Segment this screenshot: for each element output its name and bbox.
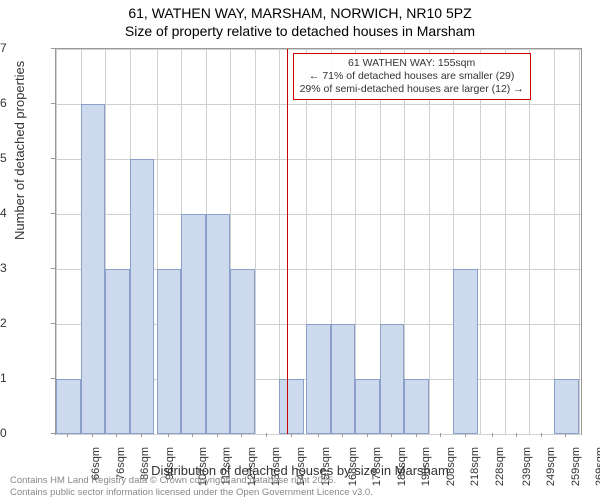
x-tick-mark [440,433,441,437]
histogram-bar [81,104,106,434]
x-tick-mark [217,433,218,437]
x-tick-mark [318,433,319,437]
histogram-bar [355,379,380,434]
y-tick-label: 5 [0,151,49,165]
histogram-bar [554,379,579,434]
x-tick-mark [241,433,242,437]
grid-line-h [56,49,581,50]
histogram-bar [130,159,155,434]
x-tick-mark [141,433,142,437]
footer-credit: Contains HM Land Registry data © Crown c… [10,475,373,498]
grid-line-v [404,49,405,434]
x-tick-mark [565,433,566,437]
histogram-bar [105,269,130,434]
histogram-bar [306,324,331,434]
grid-line-v [579,49,580,434]
grid-line-v [355,49,356,434]
x-tick-mark [67,433,68,437]
histogram-bar [56,379,81,434]
histogram-bar [331,324,356,434]
chart-title: 61, WATHEN WAY, MARSHAM, NORWICH, NR10 5… [0,0,600,40]
x-tick-mark [291,433,292,437]
footer-line-2: Contains public sector information licen… [10,487,373,498]
y-tick-label: 7 [0,41,49,55]
grid-line-h [56,104,581,105]
histogram-bar [279,379,304,434]
histogram-bar [181,214,206,434]
footer-line-1: Contains HM Land Registry data © Crown c… [10,475,336,486]
y-tick-label: 3 [0,261,49,275]
annotation-line: ← 71% of detached houses are smaller (29… [300,70,524,83]
y-tick-label: 1 [0,371,49,385]
histogram-bar [453,269,478,434]
x-tick-mark [391,433,392,437]
chart-container: 61, WATHEN WAY, MARSHAM, NORWICH, NR10 5… [0,0,600,500]
x-tick-mark [492,433,493,437]
x-tick-mark [342,433,343,437]
annotation-line: 29% of semi-detached houses are larger (… [300,83,524,96]
histogram-bar [157,269,182,434]
y-tick-label: 2 [0,316,49,330]
y-tick-label: 0 [0,426,49,440]
title-line-2: Size of property relative to detached ho… [125,23,475,39]
grid-line-h [56,434,581,435]
x-tick-mark [465,433,466,437]
grid-line-v [480,49,481,434]
grid-line-v [529,49,530,434]
x-tick-mark [92,433,93,437]
grid-line-v [279,49,280,434]
marker-line [287,49,288,434]
x-tick-mark [168,433,169,437]
x-tick-mark [367,433,368,437]
plot-area: 61 WATHEN WAY: 155sqm← 71% of detached h… [55,48,582,435]
x-tick-mark [266,433,267,437]
x-tick-mark [516,433,517,437]
x-tick-mark [192,433,193,437]
y-tick-label: 4 [0,206,49,220]
histogram-bar [380,324,405,434]
grid-line-v [429,49,430,434]
annotation-box: 61 WATHEN WAY: 155sqm← 71% of detached h… [293,53,531,100]
grid-line-v [56,49,57,434]
grid-line-v [554,49,555,434]
grid-line-v [255,49,256,434]
histogram-bar [404,379,429,434]
histogram-bar [230,269,255,434]
x-tick-mark [541,433,542,437]
grid-line-v [505,49,506,434]
annotation-line: 61 WATHEN WAY: 155sqm [300,57,524,70]
y-tick-label: 6 [0,96,49,110]
x-tick-mark [416,433,417,437]
histogram-bar [206,214,231,434]
x-tick-mark [116,433,117,437]
title-line-1: 61, WATHEN WAY, MARSHAM, NORWICH, NR10 5… [128,5,471,21]
